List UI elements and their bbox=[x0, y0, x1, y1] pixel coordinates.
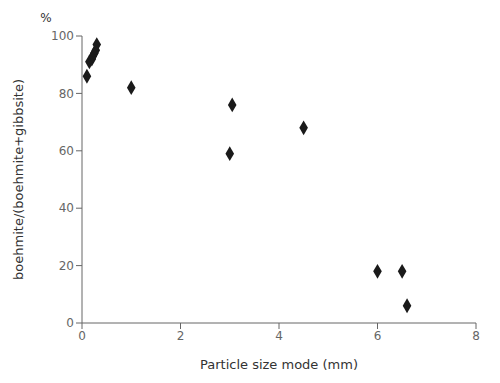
svg-text:2: 2 bbox=[177, 329, 185, 343]
svg-text:6: 6 bbox=[374, 329, 382, 343]
svg-text:60: 60 bbox=[59, 144, 74, 158]
svg-text:40: 40 bbox=[59, 201, 74, 215]
svg-text:Particle size mode (mm): Particle size mode (mm) bbox=[200, 357, 358, 372]
svg-text:8: 8 bbox=[472, 329, 480, 343]
svg-text:0: 0 bbox=[78, 329, 86, 343]
svg-text:4: 4 bbox=[275, 329, 283, 343]
svg-text:100: 100 bbox=[51, 29, 74, 43]
svg-text:80: 80 bbox=[59, 87, 74, 101]
svg-text:%: % bbox=[40, 11, 51, 25]
svg-text:20: 20 bbox=[59, 259, 74, 273]
svg-text:0: 0 bbox=[66, 316, 74, 330]
svg-text:boehmite/(boehmite+gibbsite): boehmite/(boehmite+gibbsite) bbox=[11, 79, 26, 280]
